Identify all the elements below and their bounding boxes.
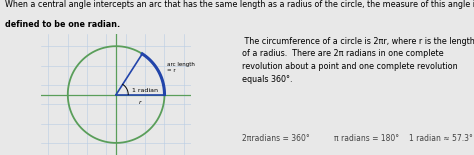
Text: 1 radian: 1 radian [132,88,158,93]
Text: 1 radian ≈ 57.3°: 1 radian ≈ 57.3° [409,134,473,143]
Text: defined to be one radian.: defined to be one radian. [5,20,120,29]
Text: When a central angle intercepts an arc that has the same length as a radius of t: When a central angle intercepts an arc t… [5,0,474,9]
Text: r: r [139,100,142,105]
Text: π radians = 180°: π radians = 180° [334,134,399,143]
Text: 2πradians = 360°: 2πradians = 360° [242,134,310,143]
Text: The circumference of a circle is 2πr, where r is the length
of a radius.  There : The circumference of a circle is 2πr, wh… [242,37,474,84]
Text: arc length
= r: arc length = r [167,62,195,73]
